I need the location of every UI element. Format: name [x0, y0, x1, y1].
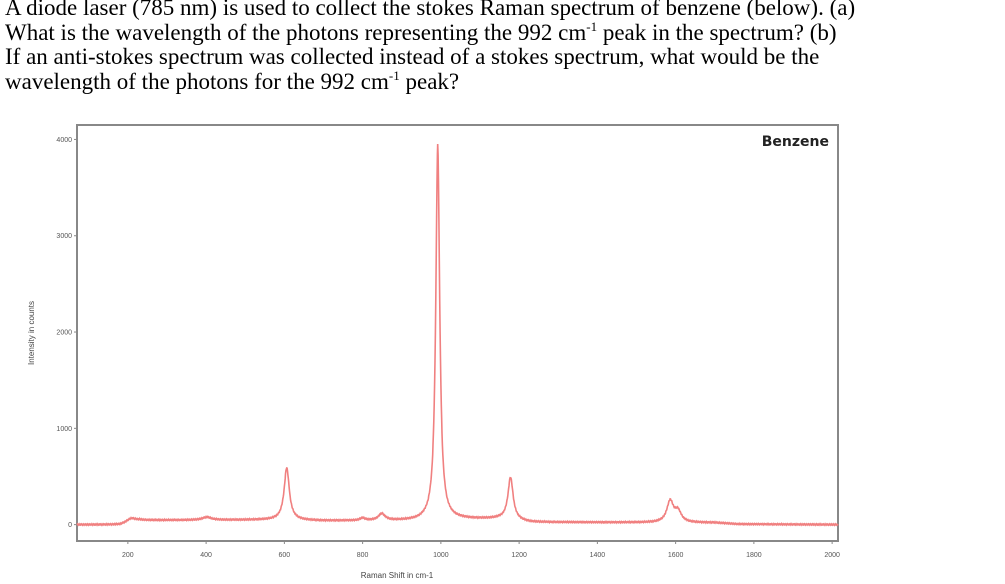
question-text-part: peak?: [399, 68, 460, 94]
x-tick-label: 1000: [433, 552, 449, 559]
question-line-3: If an anti-stokes spectrum was collected…: [5, 44, 820, 70]
superscript: -1: [388, 67, 400, 83]
y-tick-label: 2000: [56, 330, 72, 337]
x-tick-label: 1600: [668, 552, 684, 559]
x-tick-label: 1400: [590, 552, 606, 559]
chart-title: Benzene: [762, 134, 829, 150]
plot-frame: [76, 124, 839, 542]
x-tick-label: 1800: [746, 552, 762, 559]
superscript: -1: [586, 18, 598, 34]
x-tick-label: 200: [122, 552, 134, 559]
y-tick-label: 1000: [56, 426, 72, 433]
question-text-part: peak in the spectrum? (b): [597, 19, 837, 45]
question-line-2: What is the wavelength of the photons re…: [5, 18, 1005, 46]
x-tick-label: 800: [357, 552, 369, 559]
y-tick-label: 3000: [56, 233, 72, 240]
question-line-4: wavelength of the photons for the 992 cm…: [5, 67, 1005, 95]
x-tick-label: 600: [279, 552, 291, 559]
x-axis-label: Raman Shift in cm-1: [361, 571, 434, 580]
x-tick-label: 2000: [824, 552, 840, 559]
question-text: A diode laser (785 nm) is used to collec…: [5, 0, 1005, 94]
y-axis-label: Intensity in counts: [27, 301, 36, 365]
y-tick-label: 0: [68, 522, 72, 529]
question-text-part: wavelength of the photons for the 992 cm: [5, 68, 389, 94]
spectrum-line: [76, 143, 839, 527]
x-tick-label: 1200: [511, 552, 527, 559]
question-text-part: What is the wavelength of the photons re…: [5, 19, 587, 45]
y-tick-label: 4000: [56, 137, 72, 144]
x-tick-label: 400: [200, 552, 212, 559]
question-line-1: A diode laser (785 nm) is used to collec…: [5, 0, 856, 20]
